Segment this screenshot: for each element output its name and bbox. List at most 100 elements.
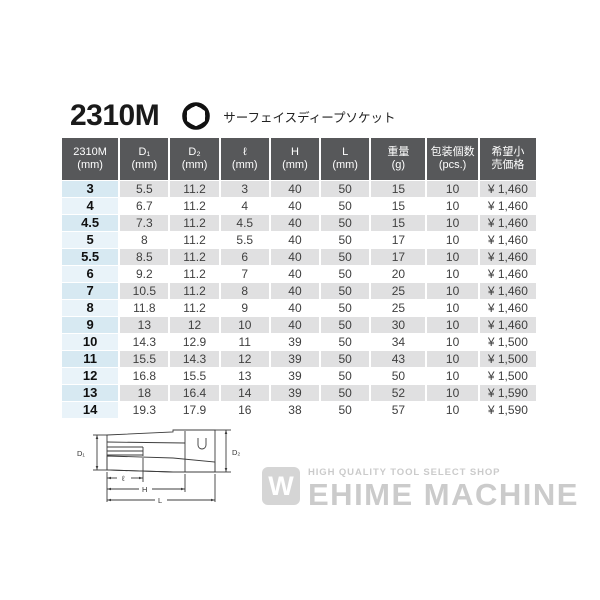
spec-row-5: 5 8 11.2 5.5 40 50 17 10 ¥ 1,460 <box>62 232 536 248</box>
spec-cell-weight: 17 <box>371 249 426 265</box>
spec-cell-pack-qty: 10 <box>427 232 478 248</box>
spec-cell-d2: 11.2 <box>170 198 219 214</box>
column-header-pack-qty: 包装個数 (pcs.) <box>427 138 478 180</box>
product-header: 2310M サーフェイスディープソケット <box>70 98 396 134</box>
spec-cell-weight: 57 <box>371 402 426 418</box>
spec-cell-h: 39 <box>270 334 320 350</box>
spec-cell-price: ¥ 1,500 <box>479 351 536 367</box>
spec-cell-price: ¥ 1,500 <box>479 368 536 384</box>
spec-cell-l: 50 <box>321 334 370 350</box>
spec-cell-d1: 8 <box>120 232 169 248</box>
spec-cell-price: ¥ 1,460 <box>479 300 536 316</box>
spec-cell-d2: 11.2 <box>170 300 219 316</box>
spec-cell-d1: 5.5 <box>120 181 169 197</box>
spec-cell-d1: 6.7 <box>120 198 169 214</box>
watermark-tagline: HIGH QUALITY TOOL SELECT SHOP <box>308 467 501 478</box>
spec-header-row: 2310M (mm) D₁ (mm) D₂ (mm) ℓ (mm) H (mm) L (mm) 重量 (g… <box>62 138 536 180</box>
spec-cell-ell: 11 <box>220 334 269 350</box>
spec-cell-ell: 13 <box>220 368 269 384</box>
column-header-size: 2310M (mm) <box>62 138 119 180</box>
spec-cell-d2: 11.2 <box>170 249 219 265</box>
spec-cell-d2: 16.4 <box>170 385 219 401</box>
spec-cell-size: 14 <box>62 402 119 418</box>
dim-label-ell: ℓ <box>121 474 125 483</box>
spec-table-body: 3 5.5 11.2 3 40 50 15 10 ¥ 1,460 4 6.7 11.2 4 40 50 15 1… <box>62 181 536 418</box>
spec-cell-d2: 17.9 <box>170 402 219 418</box>
spec-cell-price: ¥ 1,460 <box>479 198 536 214</box>
column-header-ell: ℓ (mm) <box>220 138 269 180</box>
column-header-l: L (mm) <box>321 138 370 180</box>
spec-row-3: 3 5.5 11.2 3 40 50 15 10 ¥ 1,460 <box>62 181 536 197</box>
spec-cell-pack-qty: 10 <box>427 249 478 265</box>
spec-cell-weight: 34 <box>371 334 426 350</box>
spec-cell-ell: 16 <box>220 402 269 418</box>
spec-cell-h: 38 <box>270 402 320 418</box>
spec-cell-l: 50 <box>321 300 370 316</box>
spec-cell-ell: 4.5 <box>220 215 269 231</box>
spec-cell-h: 40 <box>270 283 320 299</box>
socket-dimension-diagram: D₁ D₂ ℓ H L <box>77 429 240 505</box>
spec-cell-weight: 20 <box>371 266 426 282</box>
spec-cell-weight: 15 <box>371 181 426 197</box>
spec-cell-ell: 8 <box>220 283 269 299</box>
column-header-weight: 重量 (g) <box>371 138 426 180</box>
spec-cell-l: 50 <box>321 351 370 367</box>
spec-cell-size: 6 <box>62 266 119 282</box>
spec-cell-price: ¥ 1,460 <box>479 215 536 231</box>
spec-cell-l: 50 <box>321 249 370 265</box>
spec-cell-size: 4 <box>62 198 119 214</box>
logo-letter: W <box>268 470 294 501</box>
spec-cell-d2: 11.2 <box>170 266 219 282</box>
spec-cell-size: 11 <box>62 351 119 367</box>
spec-cell-size: 5.5 <box>62 249 119 265</box>
spec-cell-l: 50 <box>321 215 370 231</box>
spec-cell-h: 39 <box>270 368 320 384</box>
column-header-price: 希望小 売価格 <box>479 138 536 180</box>
product-subtitle: サーフェイスディープソケット <box>223 110 396 125</box>
spec-cell-l: 50 <box>321 385 370 401</box>
spec-row-11: 11 15.5 14.3 12 39 50 43 10 ¥ 1,500 <box>62 351 536 367</box>
spec-row-12: 12 16.8 15.5 13 39 50 50 10 ¥ 1,500 <box>62 368 536 384</box>
spec-cell-ell: 3 <box>220 181 269 197</box>
spec-row-4.5: 4.5 7.3 11.2 4.5 40 50 15 10 ¥ 1,460 <box>62 215 536 231</box>
spec-cell-d1: 9.2 <box>120 266 169 282</box>
spec-cell-h: 40 <box>270 300 320 316</box>
column-header-d1: D₁ (mm) <box>120 138 169 180</box>
spec-cell-price: ¥ 1,590 <box>479 385 536 401</box>
spec-cell-price: ¥ 1,500 <box>479 334 536 350</box>
spec-cell-size: 4.5 <box>62 215 119 231</box>
spec-cell-weight: 17 <box>371 232 426 248</box>
spec-cell-pack-qty: 10 <box>427 198 478 214</box>
spec-row-4: 4 6.7 11.2 4 40 50 15 10 ¥ 1,460 <box>62 198 536 214</box>
spec-cell-pack-qty: 10 <box>427 181 478 197</box>
spec-cell-pack-qty: 10 <box>427 402 478 418</box>
spec-cell-weight: 25 <box>371 300 426 316</box>
spec-cell-h: 39 <box>270 351 320 367</box>
spec-row-8: 8 11.8 11.2 9 40 50 25 10 ¥ 1,460 <box>62 300 536 316</box>
spec-cell-weight: 15 <box>371 198 426 214</box>
spec-cell-d1: 15.5 <box>120 351 169 367</box>
spec-cell-weight: 30 <box>371 317 426 333</box>
spec-cell-pack-qty: 10 <box>427 266 478 282</box>
spec-cell-pack-qty: 10 <box>427 385 478 401</box>
spec-table-header: 2310M (mm) D₁ (mm) D₂ (mm) ℓ (mm) H (mm) L (mm) 重量 (g… <box>62 138 536 180</box>
spec-cell-l: 50 <box>321 266 370 282</box>
spec-cell-d2: 14.3 <box>170 351 219 367</box>
watermark-shop-name: EHIME MACHINE <box>308 477 579 512</box>
spec-cell-ell: 9 <box>220 300 269 316</box>
column-header-h: H (mm) <box>270 138 320 180</box>
surface-drive-profile-icon <box>182 102 211 130</box>
spec-cell-l: 50 <box>321 368 370 384</box>
spec-cell-size: 3 <box>62 181 119 197</box>
spec-cell-price: ¥ 1,460 <box>479 266 536 282</box>
spec-cell-pack-qty: 10 <box>427 317 478 333</box>
spec-cell-weight: 25 <box>371 283 426 299</box>
spec-cell-weight: 15 <box>371 215 426 231</box>
dim-label-d1: D₁ <box>77 449 85 458</box>
spec-cell-ell: 10 <box>220 317 269 333</box>
spec-cell-price: ¥ 1,460 <box>479 181 536 197</box>
spec-cell-size: 7 <box>62 283 119 299</box>
spec-cell-pack-qty: 10 <box>427 368 478 384</box>
spec-cell-d1: 18 <box>120 385 169 401</box>
